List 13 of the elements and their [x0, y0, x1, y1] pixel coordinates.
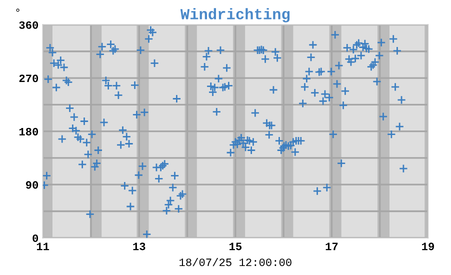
y-axis-title: °	[16, 8, 20, 12]
x-tick-label: 19	[422, 242, 434, 250]
x-tick-label: 15	[230, 242, 242, 250]
y-tick-label: 360	[19, 21, 38, 29]
y-tick-label: 270	[19, 74, 38, 82]
y-tick-label: 90	[26, 181, 38, 189]
x-tick-label: 11	[36, 242, 50, 250]
x-tick-label: 17	[326, 242, 338, 250]
chart-title: Windrichting	[180, 8, 290, 22]
x-tick-label: 13	[133, 242, 146, 250]
x-axis-title: 18/07/25 12:00:00	[180, 258, 292, 266]
y-tick-label: 180	[19, 128, 38, 136]
y-tick-label: 0	[32, 234, 38, 242]
